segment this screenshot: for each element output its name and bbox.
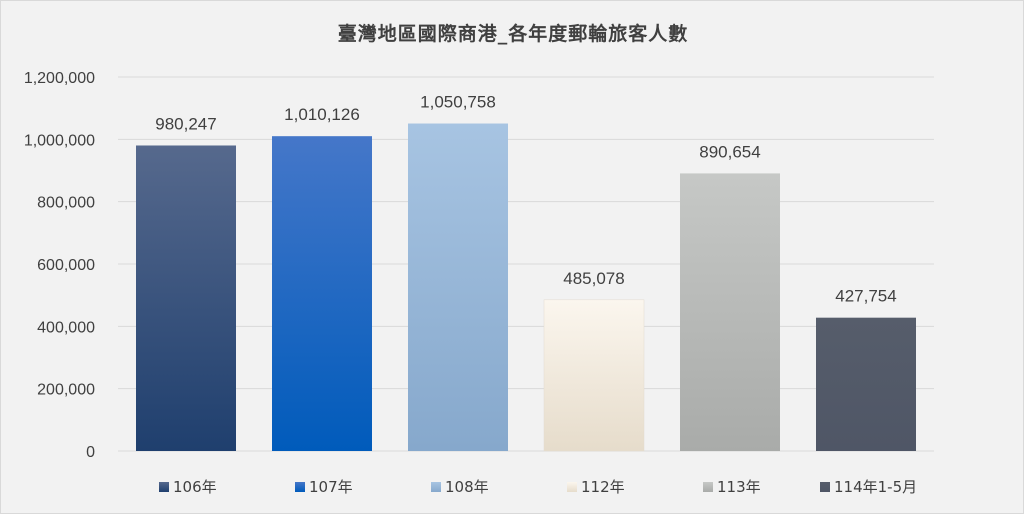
data-label: 427,754 <box>835 287 896 306</box>
legend-swatch <box>567 482 577 492</box>
legend-label: 112年 <box>581 478 625 496</box>
y-tick-label: 400,000 <box>37 319 95 336</box>
y-tick-label: 1,000,000 <box>24 132 95 149</box>
legend-label: 108年 <box>445 478 489 496</box>
data-label: 980,247 <box>155 114 216 133</box>
y-tick-label: 0 <box>86 444 95 461</box>
y-tick-label: 600,000 <box>37 257 95 274</box>
y-tick-label: 800,000 <box>37 195 95 212</box>
bar <box>136 145 236 451</box>
y-tick-label: 1,200,000 <box>24 70 95 87</box>
legend-swatch <box>431 482 441 492</box>
bar <box>816 318 916 451</box>
bar <box>272 136 372 451</box>
legend-label: 106年 <box>173 478 217 496</box>
legend-label: 114年1-5月 <box>834 478 917 496</box>
legend-swatch <box>159 482 169 492</box>
bar <box>544 300 644 451</box>
legend-label: 107年 <box>309 478 353 496</box>
data-label: 1,050,758 <box>420 93 496 112</box>
bar <box>408 124 508 451</box>
legend-swatch <box>295 482 305 492</box>
legend-label: 113年 <box>717 478 761 496</box>
legend-swatch <box>703 482 713 492</box>
y-tick-label: 200,000 <box>37 382 95 399</box>
data-label: 485,078 <box>563 269 624 288</box>
legend-swatch <box>820 482 830 492</box>
data-label: 890,654 <box>699 142 760 161</box>
data-label: 1,010,126 <box>284 105 360 124</box>
bar <box>680 173 780 451</box>
